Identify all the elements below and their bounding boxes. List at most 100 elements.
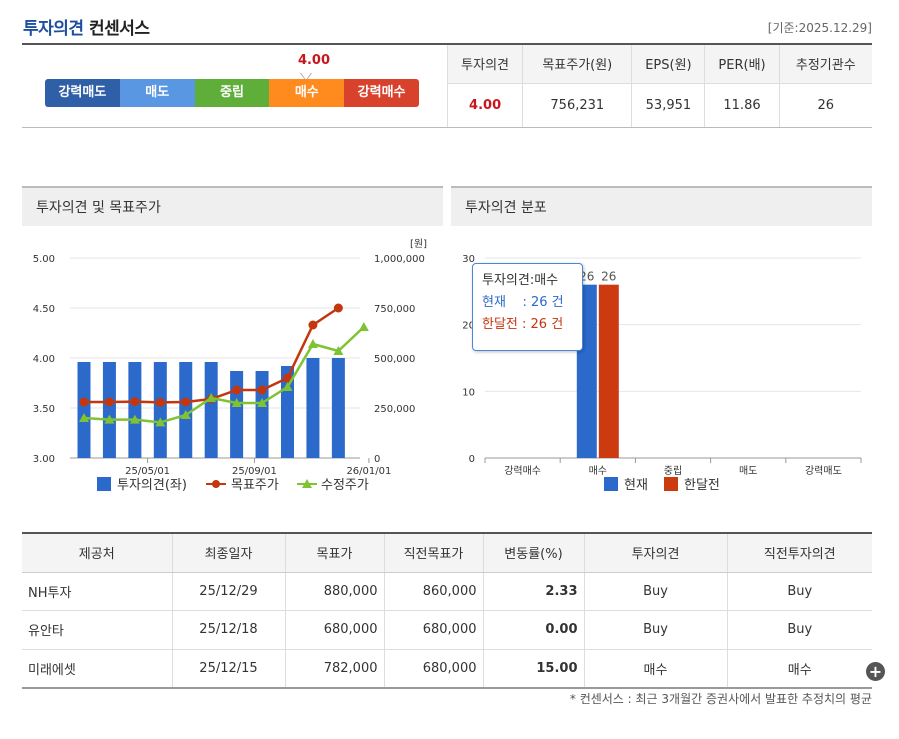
- y-left-tick-label: 3.50: [33, 404, 55, 415]
- adjusted-price-line: [83, 326, 365, 424]
- adjusted-price-point: [231, 398, 242, 407]
- opinion-bar: [255, 371, 269, 458]
- legend-label: 투자의견(좌): [117, 478, 187, 493]
- title-consensus: 컨센서스: [88, 19, 150, 39]
- x-tick-label: 매수: [589, 465, 607, 477]
- x-tick-label: 매도: [739, 465, 757, 477]
- y-left-tick-label: 4.00: [33, 354, 55, 365]
- cell-provider: NH투자: [22, 572, 172, 611]
- target-price-point: [308, 320, 318, 330]
- legend-label: 목표주가: [231, 478, 279, 493]
- cell-date: 25/12/29: [171, 572, 285, 611]
- adjusted-price-point: [180, 410, 191, 419]
- opinion-bar: [102, 362, 116, 458]
- y-tick-label: 10: [462, 387, 475, 398]
- y-right-tick-label: 500,000: [374, 354, 415, 365]
- x-tick-label: 강력매수: [504, 465, 541, 477]
- col-prev-opinion: 직전투자의견: [726, 532, 872, 573]
- y-left-tick-label: 4.50: [33, 304, 55, 315]
- col-opinion: 투자의견: [583, 532, 727, 573]
- opinion-price-chart-svg: 5.00 4.50 4.00 3.50 3.00 1,000,000 750,000 500,…: [33, 238, 427, 493]
- opinion-bar: [204, 362, 218, 458]
- y-left-tick-label: 5.00: [33, 254, 55, 265]
- summary-header: 목표주가(원): [522, 45, 632, 84]
- marker-triangle-fill: [301, 73, 311, 80]
- tooltip-row-current: 현재 : 26 건: [482, 295, 564, 310]
- table-row: 유안타 25/12/18 680,000 680,000 0.00 Buy Bu…: [22, 610, 872, 650]
- legend-point-swatch: [212, 480, 220, 488]
- distribution-bar: [598, 284, 619, 458]
- summary-opinion: 4.00: [446, 83, 523, 127]
- scale-hold: 중립: [194, 79, 270, 107]
- cell-opinion: Buy: [583, 572, 727, 611]
- adjusted-price-point: [333, 346, 344, 355]
- opinion-bar: [77, 362, 91, 458]
- summary-per: 11.86: [704, 83, 780, 127]
- cell-change: 2.33: [482, 572, 584, 611]
- opinion-price-chart: 5.00 4.50 4.00 3.50 3.00 1,000,000 750,000 500,…: [22, 230, 443, 505]
- adjusted-price-point: [129, 414, 140, 424]
- cell-change: 15.00: [482, 649, 584, 689]
- col-date: 최종일자: [171, 532, 285, 573]
- chart-tooltip: 투자의견:매수 현재 : 26 건 한달전 : 26 건: [472, 263, 583, 351]
- cell-target: 782,000: [284, 649, 384, 689]
- y-right-tick-label: 0: [374, 454, 380, 465]
- col-target: 목표가: [284, 532, 384, 573]
- opinion-bar: [306, 358, 320, 458]
- panel-title-opinion-price: 투자의견 및 목표주가: [22, 186, 443, 226]
- opinion-bar: [128, 362, 142, 458]
- expand-plus-icon[interactable]: +: [866, 661, 885, 681]
- target-price-point: [79, 397, 89, 407]
- x-tick-label: 25/05/01: [125, 466, 170, 477]
- target-price-point: [155, 397, 165, 407]
- x-tick-label: 26/01/01: [346, 466, 391, 477]
- title-opinion: 투자의견: [23, 19, 84, 39]
- y-tick-label: 30: [462, 254, 475, 265]
- opinion-bar: [153, 362, 167, 458]
- tooltip-row-month-ago: 한달전 : 26 건: [482, 317, 564, 332]
- cell-opinion: 매수: [583, 649, 727, 689]
- x-tick-label: 중립: [664, 464, 682, 477]
- cell-date: 25/12/15: [171, 649, 285, 689]
- target-price-point: [232, 385, 242, 395]
- legend-point-swatch: [302, 479, 312, 488]
- target-price-point: [130, 397, 140, 407]
- summary-eps: 53,951: [631, 83, 705, 127]
- legend-swatch: [604, 477, 618, 491]
- cell-prev-target: 680,000: [383, 649, 483, 689]
- cell-date: 25/12/18: [171, 610, 285, 650]
- panel-title-opinion-distribution: 투자의견 분포: [451, 186, 872, 226]
- legend-swatch: [664, 477, 678, 491]
- footnote: * 컨센서스 : 최근 3개월간 증권사에서 발표한 추정치의 평균: [569, 692, 872, 706]
- y-left-tick-label: 3.00: [33, 454, 55, 465]
- y-right-tick-label: 1,000,000: [374, 254, 425, 265]
- cell-prev-target: 860,000: [383, 572, 483, 611]
- y-tick-label: 20: [462, 321, 475, 332]
- col-provider: 제공처: [22, 532, 172, 573]
- cell-prev-opinion: Buy: [726, 610, 872, 650]
- opinion-distribution-chart: 30 20 10 0 강력매수 매수 중립 매도 강력매도 26 26 현재 한달전: [451, 230, 872, 505]
- legend-label: 수정주가: [321, 478, 369, 493]
- target-price-point: [283, 373, 292, 383]
- opinion-marker-value: 4.00: [297, 53, 331, 68]
- summary-header: 투자의견: [446, 45, 523, 84]
- adjusted-price-point: [155, 417, 166, 427]
- y-right-unit-label: [원]: [410, 238, 427, 250]
- target-price-point: [181, 397, 191, 407]
- scale-strong-buy: 강력매수: [344, 79, 419, 107]
- adjusted-price-point: [358, 322, 369, 331]
- x-tick-label: 강력매도: [805, 465, 842, 477]
- summary-header: 추정기관수: [778, 45, 872, 84]
- table-row: NH투자 25/12/29 880,000 860,000 2.33 Buy B…: [22, 572, 872, 611]
- adjusted-price-point: [78, 413, 89, 422]
- cell-prev-target: 680,000: [383, 610, 483, 650]
- scale-buy: 매수: [269, 79, 345, 107]
- summary-institutions: 26: [778, 83, 872, 127]
- summary-header: PER(배): [704, 45, 780, 84]
- scale-strong-sell: 강력매도: [45, 79, 120, 107]
- target-price-point: [333, 303, 343, 313]
- cell-prev-opinion-text: 매수: [787, 662, 812, 678]
- legend-label: 한달전: [684, 478, 720, 493]
- col-prev-target: 직전목표가: [383, 532, 483, 573]
